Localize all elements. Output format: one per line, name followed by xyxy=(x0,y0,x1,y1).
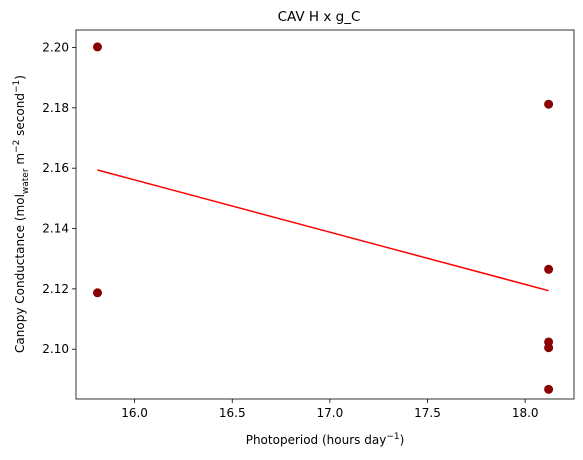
y-tick-label: 2.20 xyxy=(42,40,69,54)
x-tick-label: 18.0 xyxy=(512,406,539,420)
x-tick-label: 17.0 xyxy=(317,406,344,420)
chart-title: CAV H x g_C xyxy=(278,9,361,25)
data-point xyxy=(92,288,102,298)
plot-frame xyxy=(75,29,575,400)
x-tick-label: 16.0 xyxy=(121,406,148,420)
y-axis-label: Canopy Conductance (molwater m−2 second−… xyxy=(12,75,31,353)
data-point xyxy=(544,384,554,394)
y-tick-label: 2.18 xyxy=(42,101,69,115)
data-point xyxy=(544,99,554,109)
y-tick-label: 2.16 xyxy=(42,161,69,175)
plot-area: 16.0 16.5 17.0 17.5 18.0 2.10 2.12 2.14 2.16 2.18… xyxy=(42,29,575,420)
y-tick-label: 2.10 xyxy=(42,342,69,356)
data-point xyxy=(544,343,554,353)
x-axis-label: Photoperiod (hours day−1) xyxy=(246,432,405,447)
fit-line xyxy=(97,169,549,292)
x-tick-label: 16.5 xyxy=(219,406,246,420)
y-tick-label: 2.14 xyxy=(42,222,69,236)
x-tick-label: 17.5 xyxy=(414,406,441,420)
y-tick-label: 2.12 xyxy=(42,282,69,296)
data-point xyxy=(92,42,102,52)
data-point xyxy=(544,264,554,274)
